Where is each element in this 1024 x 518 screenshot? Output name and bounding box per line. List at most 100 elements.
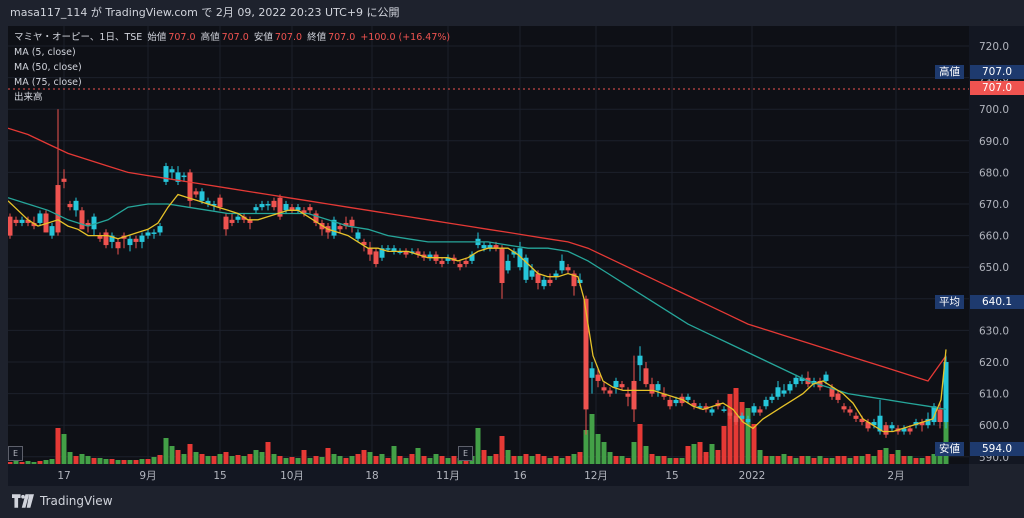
- legend-volume[interactable]: 出来高: [14, 92, 43, 103]
- volume-bar: [751, 424, 757, 464]
- candle-body: [583, 298, 589, 410]
- time-axis[interactable]: 17 9月 15 10月 18 11月 16 12月 15 2022 2月: [8, 464, 969, 486]
- candle-body: [499, 248, 505, 283]
- candle-body: [373, 251, 379, 265]
- earnings-icon[interactable]: E: [8, 446, 23, 461]
- candle-body: [13, 219, 19, 223]
- candle-body: [841, 406, 847, 410]
- volume-bar: [205, 456, 211, 464]
- candle-body: [487, 245, 493, 249]
- candle-body: [799, 377, 805, 381]
- tradingview-brand[interactable]: TradingView: [12, 494, 113, 508]
- volume-bar: [691, 444, 697, 464]
- volume-bar: [583, 430, 589, 464]
- last-price-tag: 707.0: [970, 81, 1024, 95]
- volume-bar: [295, 458, 301, 464]
- volume-bar: [193, 452, 199, 464]
- candle-body: [25, 219, 31, 223]
- volume-bar: [631, 442, 637, 464]
- candle-body: [535, 273, 541, 283]
- volume-bar: [121, 460, 127, 464]
- candle-body: [571, 273, 577, 287]
- candle-body: [481, 245, 487, 249]
- chart-plot-area[interactable]: [8, 26, 969, 464]
- volume-bar: [43, 460, 49, 464]
- legend-open-value: 707.0: [168, 32, 196, 43]
- candle-body: [637, 355, 643, 366]
- candle-body: [793, 377, 799, 385]
- candle-body: [67, 204, 73, 208]
- candle-body: [901, 428, 907, 432]
- volume-bar: [385, 458, 391, 464]
- candle-body: [559, 260, 565, 271]
- candle-body: [721, 409, 727, 411]
- volume-bar: [871, 456, 877, 464]
- earnings-icon[interactable]: E: [458, 446, 473, 461]
- candle-body: [823, 374, 829, 381]
- candle-body: [709, 409, 715, 413]
- volume-bar: [67, 452, 73, 464]
- candle-body: [667, 399, 673, 407]
- volume-bar: [223, 452, 229, 464]
- candle-body: [397, 251, 403, 253]
- price-chart[interactable]: [8, 26, 969, 464]
- volume-bar: [499, 436, 505, 464]
- volume-bar: [217, 454, 223, 464]
- volume-bar: [619, 456, 625, 464]
- volume-bar: [769, 456, 775, 464]
- volume-bar: [475, 428, 481, 464]
- candle-body: [97, 235, 103, 239]
- candle-body: [367, 248, 373, 255]
- high-tag-value: 707.0: [970, 65, 1024, 79]
- volume-bar: [559, 458, 565, 464]
- volume-bar: [79, 454, 85, 464]
- candle-body: [127, 238, 133, 246]
- legend-symbol[interactable]: マミヤ・オーピー、1日、TSE: [14, 32, 143, 43]
- candle-body: [835, 393, 841, 400]
- legend-low-value: 707.0: [274, 32, 303, 43]
- volume-bar: [781, 454, 787, 464]
- volume-bar: [505, 450, 511, 464]
- volume-bar: [49, 459, 55, 464]
- volume-bar: [211, 456, 217, 464]
- price-tick-label: 660.0: [979, 231, 1009, 243]
- legend-ohlc-row: マミヤ・オーピー、1日、TSE 始値 707.0 高値 707.0 安値 707.0 …: [14, 30, 452, 45]
- volume-bar: [703, 452, 709, 464]
- candle-body: [619, 384, 625, 388]
- time-tick-label: 15: [213, 470, 226, 482]
- candle-body: [577, 279, 583, 283]
- volume-bar: [679, 458, 685, 464]
- candle-body: [907, 428, 913, 432]
- candle-body: [391, 248, 397, 252]
- legend-ma50[interactable]: MA (50, close): [14, 62, 82, 73]
- volume-bar: [511, 456, 517, 464]
- high-tag-label: 高値: [935, 65, 964, 79]
- candle-body: [55, 185, 61, 233]
- legend-ma75[interactable]: MA (75, close): [14, 77, 82, 88]
- volume-bar: [841, 456, 847, 464]
- candle-body: [847, 409, 853, 413]
- volume-bar: [541, 456, 547, 464]
- volume-bar: [907, 456, 913, 464]
- candle-body: [541, 279, 547, 287]
- volume-bar: [319, 457, 325, 464]
- legend-ma5[interactable]: MA (5, close): [14, 47, 76, 58]
- volume-bar: [913, 458, 919, 464]
- candle-body: [733, 415, 739, 423]
- candle-body: [37, 213, 43, 223]
- ma5-line: [8, 193, 947, 433]
- volume-bar: [301, 450, 307, 464]
- candle-body: [613, 380, 619, 388]
- candle-body: [853, 415, 859, 419]
- volume-bar: [901, 456, 907, 464]
- volume-bar: [139, 459, 145, 464]
- candle-body: [553, 273, 559, 277]
- candle-body: [673, 399, 679, 404]
- volume-bar: [889, 454, 895, 464]
- candle-body: [625, 393, 631, 397]
- candle-body: [61, 178, 67, 182]
- volume-bar: [115, 460, 121, 464]
- publish-info-bar: masa117_114 が TradingView.com で 2月 09, 2…: [0, 0, 1024, 26]
- price-tick-label: 630.0: [979, 325, 1009, 337]
- candle-body: [751, 406, 757, 413]
